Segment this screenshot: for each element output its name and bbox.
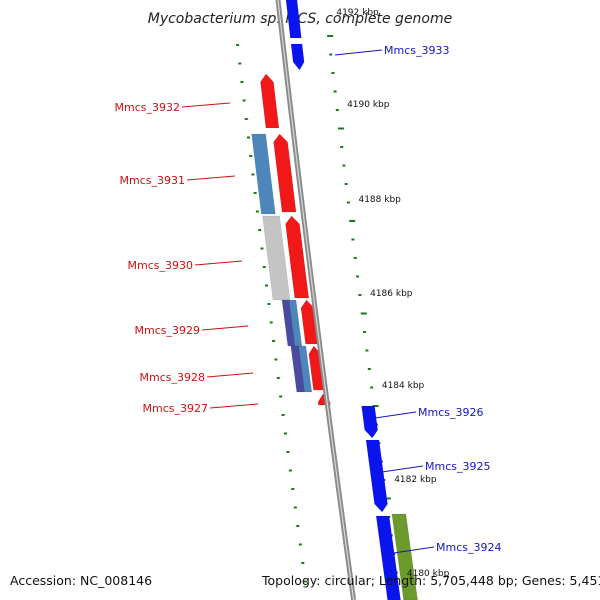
gene-label-forward: Mmcs_3933 [384, 44, 449, 57]
category-mmcs-3928 [290, 345, 306, 393]
gene-leader-line [367, 411, 417, 420]
feature-mmcs-3932 [260, 73, 280, 129]
feature-mmcs-3924 [375, 515, 401, 600]
gene-leader-line [181, 102, 231, 108]
kbp-tick-label: 4190 kbp [347, 100, 390, 110]
kbp-tick-label: 4188 kbp [358, 195, 401, 205]
kbp-tick-label: 4184 kbp [382, 381, 425, 391]
feature-mmcs-3926 [361, 405, 378, 439]
genome-backbone-highlight [277, 0, 355, 600]
kbp-tick-label: 4186 kbp [370, 289, 413, 299]
kbp-tick-label: 4182 kbp [394, 475, 437, 485]
gene-label-reverse: Mmcs_3929 [135, 324, 200, 337]
gene-label-forward: Mmcs_3925 [425, 460, 490, 473]
genome-summary-text: Topology: circular; Length: 5,705,448 bp… [262, 573, 600, 588]
category-mmcs-3931 [251, 133, 276, 215]
gene-leader-line [209, 403, 259, 409]
gene-leader-line [386, 546, 435, 555]
gene-leader-line [194, 260, 243, 266]
gene-leader-line [186, 175, 236, 181]
gene-label-reverse: Mmcs_3930 [128, 259, 193, 272]
gene-label-reverse: Mmcs_3928 [140, 371, 205, 384]
gene-label-reverse: Mmcs_3932 [115, 101, 180, 114]
feature-mmcs-3933 [290, 43, 305, 71]
gene-leader-line [334, 49, 383, 56]
feature-mmcs-3925 [365, 439, 388, 513]
gene-leader-line [374, 465, 424, 474]
genome-title: Mycobacterium sp. MCS, complete genome [148, 11, 453, 27]
gene-label-reverse: Mmcs_3927 [143, 402, 208, 415]
feature-mmcs-3931 [273, 133, 297, 213]
gene-label-forward: Mmcs_3924 [436, 541, 501, 554]
feature-mmcs-3924-cog [391, 513, 418, 600]
gene-label-reverse: Mmcs_3931 [120, 174, 185, 187]
category-mmcs-3928b [298, 345, 313, 393]
gene-leader-line [206, 372, 254, 378]
kbp-tick-label: 4192 kbp [336, 8, 379, 18]
gene-label-forward: Mmcs_3926 [418, 406, 483, 419]
feature-mmcs-3933-top [285, 0, 302, 39]
feature-mmcs-3930 [285, 215, 310, 299]
accession-text: Accession: NC_008146 [10, 573, 153, 588]
kbp-tick-label: 4180 kbp [407, 569, 450, 579]
gene-leader-line [201, 325, 249, 331]
